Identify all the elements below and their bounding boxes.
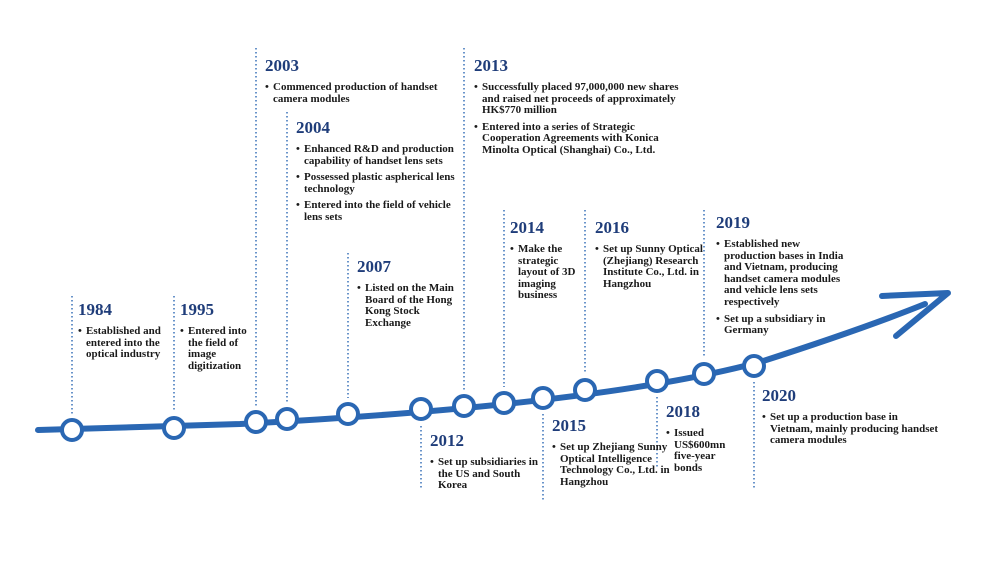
connector-lines [71, 48, 755, 500]
event-bullet: Set up a subsidiary in Germany [716, 313, 852, 337]
event-2020: 2020 Set up a production base in Vietnam… [762, 386, 942, 452]
event-bullet: Listed on the Main Board of the Hong Kon… [357, 282, 457, 329]
event-2003: 2003 Commenced production of handset cam… [265, 56, 440, 110]
event-bullet: Entered into the field of image digitiza… [180, 325, 256, 372]
node-1995 [162, 416, 186, 440]
event-bullet: Entered into the field of vehicle lens s… [296, 200, 464, 223]
event-bullet: Commenced production of handset camera m… [265, 81, 440, 105]
event-bullet: Set up Sunny Optical (Zhejiang) Research… [595, 243, 707, 290]
event-bullet: Enhanced R&D and production capability o… [296, 143, 464, 167]
event-year: 2004 [296, 118, 330, 137]
node-2018 [645, 369, 669, 393]
arrow-head [879, 290, 951, 339]
event-2004: 2004 Enhanced R&D and production capabil… [296, 118, 464, 229]
event-year: 2012 [430, 431, 464, 450]
event-bullet: Issued US$600mn five-year bonds [666, 427, 746, 474]
event-2015: 2015 Set up Zhejiang Sunny Optical Intel… [552, 416, 670, 493]
event-year: 2015 [552, 416, 586, 435]
event-bullet: Successfully placed 97,000,000 new share… [474, 81, 684, 117]
event-year: 2020 [762, 386, 796, 405]
event-2014: 2014 Make the strategic layout of 3D ima… [510, 218, 586, 307]
event-year: 2018 [666, 402, 700, 421]
event-1984: 1984 Established and entered into the op… [78, 300, 170, 366]
event-2018: 2018 Issued US$600mn five-year bonds [666, 402, 746, 479]
node-2013 [452, 394, 476, 418]
node-2014 [492, 391, 516, 415]
event-1995: 1995 Entered into the field of image dig… [180, 300, 256, 377]
node-2016 [573, 378, 597, 402]
event-2016: 2016 Set up Sunny Optical (Zhejiang) Res… [595, 218, 707, 295]
event-year: 2019 [716, 213, 750, 232]
node-1984 [60, 418, 84, 442]
event-2007: 2007 Listed on the Main Board of the Hon… [357, 257, 457, 334]
event-year: 1984 [78, 300, 112, 319]
node-2007 [336, 402, 360, 426]
event-bullet: Established new production bases in Indi… [716, 238, 852, 309]
event-year: 2014 [510, 218, 544, 237]
event-2019: 2019 Established new production bases in… [716, 213, 852, 342]
event-2013: 2013 Successfully placed 97,000,000 new … [474, 56, 684, 162]
event-2012: 2012 Set up subsidiaries in the US and S… [430, 431, 545, 497]
event-year: 2016 [595, 218, 629, 237]
node-2015 [531, 386, 555, 410]
event-bullet: Entered into a series of Strategic Coope… [474, 121, 684, 157]
event-year: 1995 [180, 300, 214, 319]
event-year: 2003 [265, 56, 299, 75]
timeline-nodes [60, 354, 766, 442]
event-bullet: Set up Zhejiang Sunny Optical Intelligen… [552, 441, 670, 488]
event-bullet: Established and entered into the optical… [78, 325, 170, 361]
event-year: 2007 [357, 257, 391, 276]
node-2004 [275, 407, 299, 431]
event-bullet: Possessed plastic aspherical lens techno… [296, 171, 464, 195]
node-2012 [409, 397, 433, 421]
node-2019 [692, 362, 716, 386]
node-2003 [244, 410, 268, 434]
node-2020 [742, 354, 766, 378]
event-year: 2013 [474, 56, 508, 75]
event-bullet: Set up a production base in Vietnam, mai… [762, 411, 942, 447]
event-bullet: Make the strategic layout of 3D imaging … [510, 243, 586, 302]
event-bullet: Set up subsidiaries in the US and South … [430, 456, 545, 492]
